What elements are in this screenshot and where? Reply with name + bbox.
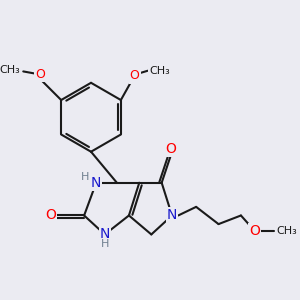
Text: N: N	[100, 227, 110, 242]
Text: N: N	[90, 176, 101, 190]
Text: O: O	[36, 68, 45, 81]
Text: H: H	[100, 239, 109, 249]
Text: O: O	[165, 142, 176, 156]
Text: CH₃: CH₃	[276, 226, 297, 236]
Text: H: H	[81, 172, 89, 182]
Text: CH₃: CH₃	[0, 65, 20, 75]
Text: O: O	[130, 69, 140, 82]
Text: CH₃: CH₃	[149, 66, 170, 76]
Text: N: N	[167, 208, 177, 223]
Text: O: O	[45, 208, 56, 223]
Text: O: O	[249, 224, 260, 238]
